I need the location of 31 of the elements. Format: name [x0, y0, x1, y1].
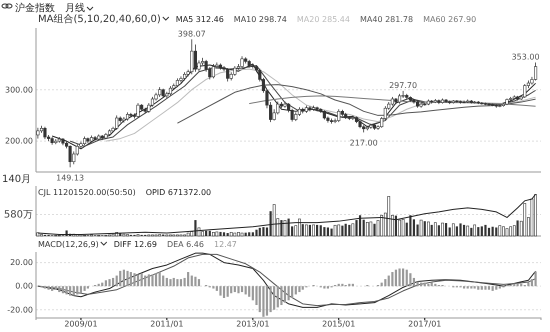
text: OPID 671372.00 [146, 188, 212, 197]
x-tick-label: 2017/01 [408, 320, 442, 329]
text: CJL 11201520.00(50:50) [38, 188, 136, 197]
x-tick-label: 2015/01 [322, 320, 356, 329]
x-tick-label: 2009/01 [64, 320, 98, 329]
text: MACD(12,26,9) [38, 240, 99, 249]
text: 140月 [2, 174, 32, 185]
chart-title: 沪金指数 [15, 2, 55, 14]
y-tick-label: 20.00 [10, 258, 33, 268]
y-tick-label: 580万 [4, 210, 33, 221]
text: MA60 267.90 [423, 15, 476, 24]
text: MA5 312.46 [176, 15, 224, 24]
chart-subtitle: 月线 [65, 2, 85, 14]
y-tick-label: 300.00 [5, 85, 33, 94]
text: MA20 285.44 [296, 15, 350, 24]
annotation: 297.70 [389, 80, 418, 90]
x-tick-label: 2011/01 [150, 320, 184, 329]
text: MA40 281.78 [360, 15, 414, 24]
series-label: DEA 6.46 [166, 240, 204, 249]
x-tick-label: 2013/01 [236, 320, 270, 329]
annotation: 398.07 [178, 29, 206, 38]
text: MA10 298.74 [234, 15, 287, 24]
y-tick-label: -20.00 [7, 305, 33, 314]
annotation: 353.00 [512, 52, 540, 62]
annotation: 149.13 [56, 173, 84, 182]
text: MA组合(5,10,20,40,60,0) [38, 13, 161, 25]
text: DIFF 12.69 [114, 240, 157, 249]
annotation: 217.00 [350, 138, 378, 148]
y-tick-label: 200.00 [5, 136, 33, 146]
text: 12.47 [214, 240, 237, 249]
y-tick-label: 0.00 [15, 282, 33, 291]
